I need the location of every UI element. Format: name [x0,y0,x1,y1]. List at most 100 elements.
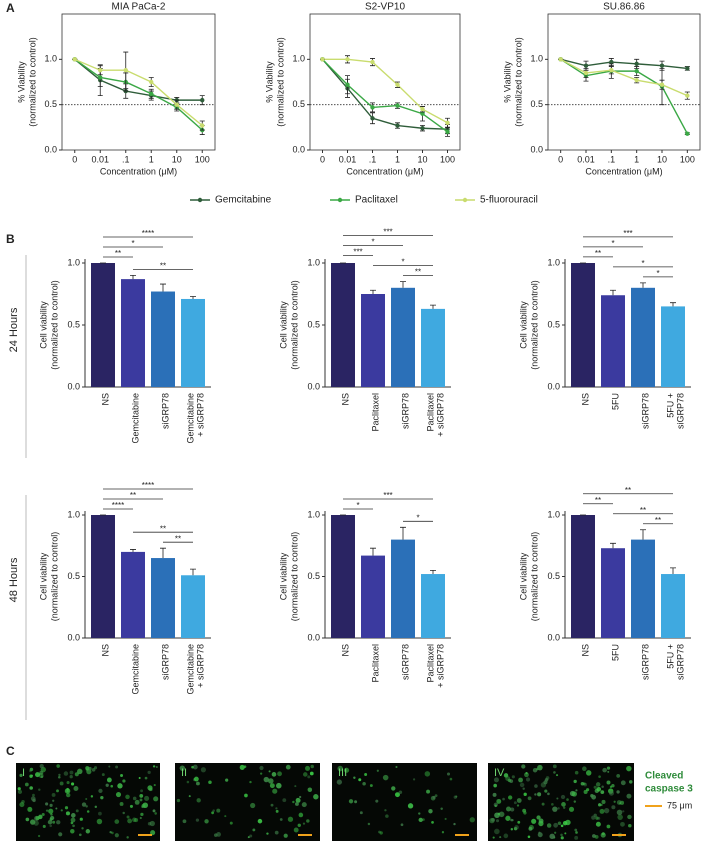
cell [114,819,120,824]
cell [277,771,282,777]
cell [546,823,552,828]
significance-label: *** [383,491,392,500]
cell [85,829,91,834]
cell [469,817,475,823]
cell [499,836,502,839]
cell [527,796,532,801]
cell [418,812,421,815]
cell [574,835,579,840]
cell [518,777,523,783]
cell [358,778,362,782]
cell [64,806,69,810]
cell [85,766,90,771]
cell [609,785,613,789]
cell [30,819,36,825]
y-tick-label: 0.0 [67,381,80,391]
cell [268,770,271,773]
cell [407,803,414,809]
significance-label: * [641,259,644,268]
cell [186,780,190,784]
x-axis-title: Concentration (μM) [346,166,423,176]
cell [56,764,60,768]
x-tick-label: NS [100,644,110,657]
cell [35,816,40,821]
cell [52,820,56,824]
cell [575,831,578,834]
x-tick-label: 0.01 [577,154,595,164]
y-axis-title: (normalized to control) [49,280,59,370]
error-bar [190,568,196,576]
y-tick-label: 0.0 [67,632,80,642]
cell [139,794,144,798]
bar [421,308,445,387]
significance-label: *** [623,229,632,238]
legend-marker [337,197,343,203]
x-tick-label: .1 [122,154,130,164]
cell [270,803,274,807]
cell [32,793,35,797]
y-tick-label: 1.0 [547,257,560,267]
x-tick-label: NS [340,644,350,657]
cell [626,793,632,799]
cell [126,836,129,839]
cell [109,830,112,834]
cell [494,828,500,835]
cell [182,819,187,824]
marker [123,68,128,73]
cell [534,793,537,796]
cell [100,795,104,800]
y-tick-label: 0.5 [44,99,57,109]
marker [634,61,639,67]
bar [181,298,205,387]
cell [510,807,515,812]
cell [139,816,142,820]
cell [56,789,59,793]
cell [525,777,531,782]
cell [134,818,139,823]
y-tick-label: 1.0 [307,257,320,267]
error-bar [130,549,136,552]
x-tick-label: NS [580,644,590,657]
marker [420,126,425,131]
cell [497,812,501,816]
significance-label: * [371,238,374,247]
cell [119,802,124,806]
cell [17,787,21,791]
marker [445,129,450,135]
cell [85,798,88,801]
cell [516,804,520,807]
series-line [560,58,688,97]
cell [523,792,527,796]
cell [42,824,46,828]
cell [138,777,141,780]
marker [98,68,103,73]
bar [631,287,655,387]
cell [598,775,601,778]
significance-label: * [131,239,134,248]
cell [616,774,621,778]
cell [601,785,604,789]
y-tick-label: 0.0 [44,144,57,154]
cell [147,785,153,791]
y-tick-label: 0.5 [307,319,320,329]
legend-marker [462,197,468,203]
cell [260,772,263,775]
x-tick-label: + siGRP78 [195,393,205,437]
micrograph-background [332,763,477,841]
cell [564,832,567,835]
cell [81,802,87,807]
cell [21,799,25,804]
cell [506,806,511,812]
cell [65,811,70,816]
cell [590,794,594,798]
bar [571,515,595,638]
cell [115,765,119,769]
x-tick-label: 5FU + [665,393,675,418]
cell [297,823,301,827]
cell [75,809,79,813]
x-tick-label: .1 [369,154,377,164]
cell [622,810,625,813]
cell [86,810,90,813]
cell [49,803,53,807]
